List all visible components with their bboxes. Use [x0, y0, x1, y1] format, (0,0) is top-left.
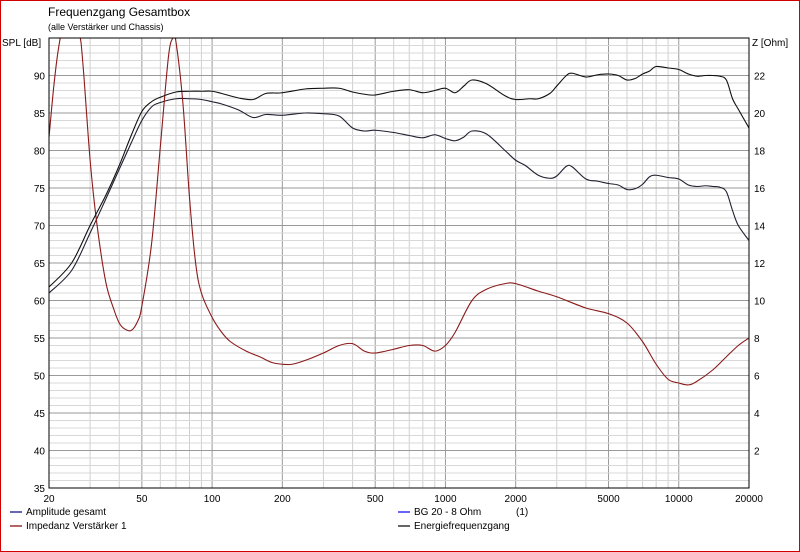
chart-subtitle: (alle Verstärker und Chassis) — [48, 22, 164, 32]
y2-tick-label: 4 — [754, 409, 760, 420]
y2-tick-label: 20 — [754, 109, 766, 120]
y2-tick-label: 2 — [754, 447, 760, 458]
y-tick-label: 75 — [34, 184, 46, 195]
x-tick-label: 5000 — [597, 494, 620, 505]
y-tick-label: 55 — [34, 334, 46, 345]
x-tick-label: 100 — [204, 494, 221, 505]
series-line-impedanz-verst-rker-1 — [49, 38, 749, 386]
y-tick-label: 45 — [34, 409, 46, 420]
tick-labels: 20 50 100 200 500 1000 2000 5000 10000 20000 35 40 4… — [34, 72, 766, 506]
x-tick-label: 20000 — [735, 494, 763, 505]
x-tick-label: 1000 — [434, 494, 457, 505]
y-tick-label: 80 — [34, 147, 46, 158]
y2-tick-label: 12 — [754, 259, 766, 270]
x-tick-label: 10000 — [665, 494, 693, 505]
y2-axis-label: Z [Ohm] — [752, 38, 788, 49]
x-tick-label: 500 — [367, 494, 384, 505]
x-tick-label: 200 — [274, 494, 291, 505]
legend-label: Amplitude gesamt — [26, 507, 106, 518]
series-layer — [49, 38, 749, 386]
y-tick-label: 85 — [34, 109, 46, 120]
y2-tick-label: 6 — [754, 372, 760, 383]
y2-tick-label: 14 — [754, 222, 766, 233]
y2-tick-label: 16 — [754, 184, 766, 195]
y-axis-label: SPL [dB] — [2, 38, 41, 49]
y-tick-label: 40 — [34, 447, 46, 458]
y2-tick-label: 10 — [754, 297, 766, 308]
x-tick-label: 2000 — [505, 494, 528, 505]
y2-tick-label: 22 — [754, 72, 766, 83]
y-tick-label: 70 — [34, 222, 46, 233]
legend-label: Energiefrequenzgang — [414, 521, 510, 532]
y-tick-label: 50 — [34, 372, 46, 383]
x-tick-label: 50 — [136, 494, 148, 505]
y-tick-label: 35 — [34, 484, 46, 495]
y2-tick-label: 8 — [754, 334, 760, 345]
legend-extra: (1) — [516, 507, 528, 518]
y-tick-label: 90 — [34, 72, 46, 83]
legend-label: BG 20 - 8 Ohm — [414, 507, 481, 518]
series-line-amplitude-gesamt — [49, 97, 749, 294]
chart-title: Frequenzgang Gesamtbox — [48, 5, 190, 19]
y-tick-label: 65 — [34, 259, 46, 270]
legend-label: Impedanz Verstärker 1 — [26, 521, 127, 532]
legend: Amplitude gesamt Impedanz Verstärker 1 BG … — [10, 507, 528, 532]
y-tick-label: 60 — [34, 297, 46, 308]
y2-tick-label: 18 — [754, 147, 766, 158]
x-tick-label: 20 — [43, 494, 55, 505]
series-line-energiefrequenzgang — [49, 65, 749, 288]
plot-border — [48, 37, 750, 489]
